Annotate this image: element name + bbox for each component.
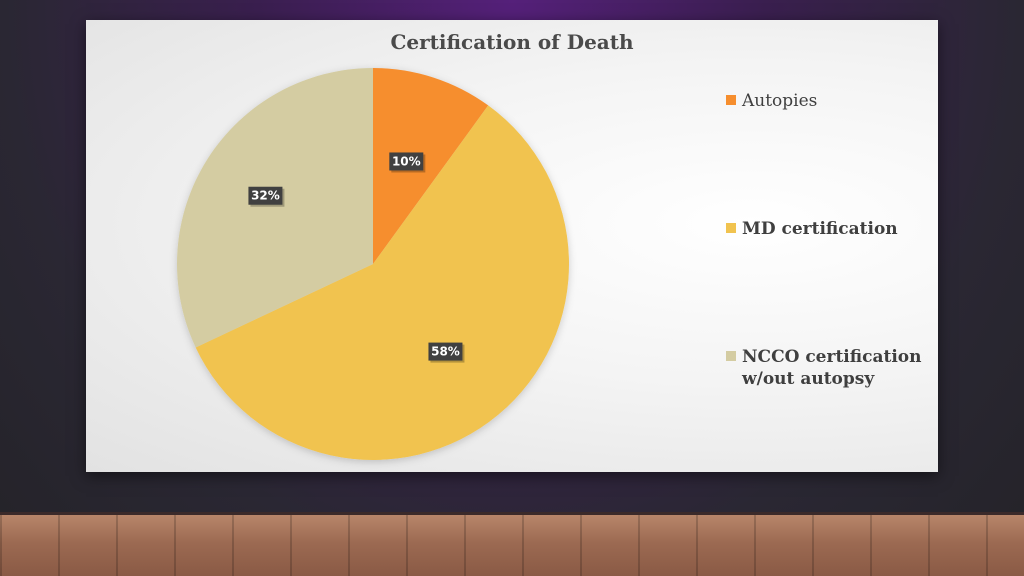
data-label-autopies: 10% [389, 152, 426, 173]
legend-item-autopies: Autopies [726, 90, 817, 112]
svg-text:32%: 32% [251, 189, 280, 203]
data-label-md-certification: 58% [428, 342, 465, 363]
stage-floor [0, 515, 1024, 576]
legend-swatch-md-certification [726, 223, 736, 233]
stage-edge [0, 512, 1024, 516]
legend-label-ncco-line2: w/out autopsy [742, 369, 875, 389]
legend-swatch-autopies [726, 95, 736, 105]
svg-text:10%: 10% [392, 154, 421, 168]
legend-label-autopies: Autopies [742, 91, 818, 111]
pie-slice-md-certification [195, 105, 569, 460]
data-label-ncco-certification-w-out-autopsy: 32% [248, 186, 285, 207]
legend-label-md-certification: MD certification [742, 219, 898, 239]
legend: Autopies MD certification NCCO certifica… [726, 20, 936, 472]
legend-swatch-ncco-certification [726, 351, 736, 361]
pie-slice-ncco-certification-w-out-autopsy [176, 68, 373, 348]
legend-item-md-certification: MD certification [726, 218, 898, 240]
legend-label-ncco-line1: NCCO certification [742, 347, 922, 367]
legend-item-ncco-certification: NCCO certification w/out autopsy [726, 346, 922, 390]
svg-text:58%: 58% [431, 345, 460, 359]
pie-slice-autopies [373, 68, 489, 264]
pie-chart: 10% 58% 32% [176, 68, 569, 460]
chart-slide: Certification of Death 10% 58% 32% Autopie… [86, 20, 938, 472]
chart-title: Certification of Death [390, 30, 634, 54]
legend-label-ncco-certification: NCCO certification w/out autopsy [742, 346, 922, 390]
